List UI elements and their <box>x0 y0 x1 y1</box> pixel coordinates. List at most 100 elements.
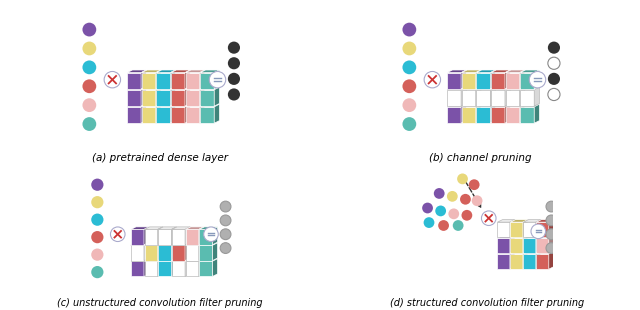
Polygon shape <box>199 259 204 277</box>
Polygon shape <box>145 229 157 245</box>
Polygon shape <box>511 254 523 269</box>
Polygon shape <box>462 90 476 106</box>
Circle shape <box>403 60 416 74</box>
Polygon shape <box>511 251 528 254</box>
Polygon shape <box>548 219 554 237</box>
Polygon shape <box>511 222 523 237</box>
Polygon shape <box>536 222 548 237</box>
Polygon shape <box>142 107 156 123</box>
Polygon shape <box>200 70 220 73</box>
Circle shape <box>220 201 231 212</box>
Polygon shape <box>520 87 525 106</box>
Circle shape <box>403 79 416 93</box>
Text: (d) structured convolution filter pruning: (d) structured convolution filter prunin… <box>390 298 584 308</box>
Polygon shape <box>490 70 495 89</box>
Polygon shape <box>145 259 163 261</box>
Polygon shape <box>131 227 149 229</box>
Text: (a) pretrained dense layer: (a) pretrained dense layer <box>92 153 228 163</box>
Polygon shape <box>186 243 204 245</box>
Polygon shape <box>186 261 199 277</box>
Polygon shape <box>523 219 528 237</box>
Polygon shape <box>186 107 200 123</box>
Polygon shape <box>157 227 163 245</box>
Polygon shape <box>524 238 536 253</box>
Polygon shape <box>199 243 204 261</box>
Polygon shape <box>497 254 510 269</box>
Polygon shape <box>212 227 218 245</box>
Circle shape <box>228 73 240 85</box>
Polygon shape <box>506 90 520 106</box>
Polygon shape <box>185 104 190 123</box>
Polygon shape <box>142 104 161 107</box>
Polygon shape <box>536 236 554 238</box>
Polygon shape <box>156 107 170 123</box>
Polygon shape <box>536 238 548 253</box>
Polygon shape <box>491 73 505 89</box>
Circle shape <box>92 196 104 208</box>
Polygon shape <box>520 104 525 123</box>
Circle shape <box>481 211 496 225</box>
Circle shape <box>83 117 96 131</box>
Polygon shape <box>462 70 481 73</box>
Polygon shape <box>536 251 541 269</box>
Circle shape <box>548 42 560 54</box>
Polygon shape <box>127 104 147 107</box>
Circle shape <box>546 229 557 240</box>
Polygon shape <box>172 243 190 245</box>
Polygon shape <box>511 219 528 222</box>
Polygon shape <box>520 73 534 89</box>
Circle shape <box>434 188 445 199</box>
Polygon shape <box>536 219 541 237</box>
Circle shape <box>228 42 240 54</box>
Polygon shape <box>186 229 199 245</box>
Polygon shape <box>506 87 525 90</box>
Circle shape <box>403 42 416 55</box>
Polygon shape <box>171 107 185 123</box>
Circle shape <box>449 208 459 219</box>
Polygon shape <box>520 107 534 123</box>
Polygon shape <box>156 70 175 73</box>
Polygon shape <box>144 259 149 277</box>
Polygon shape <box>172 245 185 261</box>
Circle shape <box>228 57 240 69</box>
Circle shape <box>460 194 471 205</box>
Circle shape <box>531 224 545 239</box>
Circle shape <box>111 227 125 241</box>
Polygon shape <box>199 259 218 261</box>
Polygon shape <box>520 87 540 90</box>
Polygon shape <box>511 238 523 253</box>
Polygon shape <box>172 227 190 229</box>
Circle shape <box>204 227 218 241</box>
Polygon shape <box>505 104 510 123</box>
Circle shape <box>546 201 557 212</box>
Polygon shape <box>186 70 205 73</box>
Polygon shape <box>145 261 157 277</box>
Polygon shape <box>186 245 199 261</box>
Polygon shape <box>524 254 536 269</box>
Polygon shape <box>145 227 163 229</box>
Circle shape <box>83 98 96 112</box>
Circle shape <box>83 42 96 55</box>
Polygon shape <box>185 243 190 261</box>
Polygon shape <box>170 104 175 123</box>
Polygon shape <box>200 87 220 90</box>
Polygon shape <box>141 87 147 106</box>
Polygon shape <box>212 259 218 277</box>
Polygon shape <box>523 251 528 269</box>
Polygon shape <box>142 87 161 90</box>
Circle shape <box>83 60 96 74</box>
Circle shape <box>92 179 104 191</box>
Polygon shape <box>199 243 218 245</box>
Circle shape <box>220 243 231 254</box>
Polygon shape <box>476 104 481 123</box>
Polygon shape <box>447 87 467 90</box>
Polygon shape <box>462 104 481 107</box>
Circle shape <box>468 179 479 190</box>
Circle shape <box>403 98 416 112</box>
Polygon shape <box>156 73 170 89</box>
Polygon shape <box>510 219 515 237</box>
Polygon shape <box>520 104 540 107</box>
Polygon shape <box>185 259 190 277</box>
Polygon shape <box>520 70 525 89</box>
Polygon shape <box>536 219 554 222</box>
